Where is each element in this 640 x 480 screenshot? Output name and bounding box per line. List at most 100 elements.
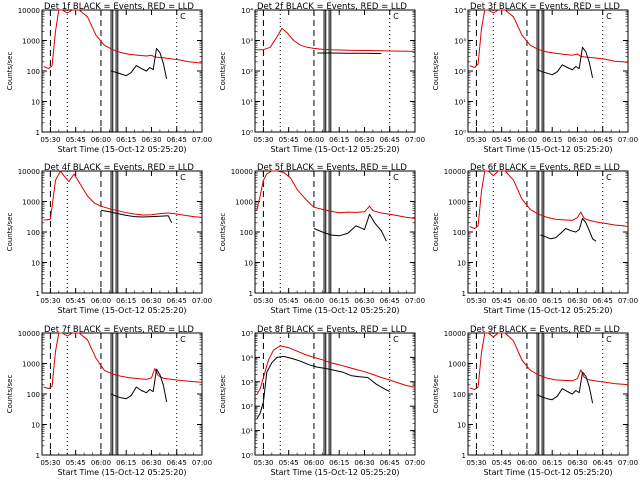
- plot-frame: [254, 9, 416, 133]
- chart-title: Det 9f BLACK = Events, RED = LLD: [470, 325, 620, 335]
- events-series-line: [100, 209, 173, 224]
- plot-frame: [41, 332, 203, 456]
- x-tick-label: 07:00: [618, 459, 638, 467]
- y-tick-label: 10000: [444, 168, 466, 176]
- y-tick-label: 1000: [448, 361, 466, 369]
- x-tick-label: 07:00: [618, 297, 638, 305]
- y-tick-label: 10: [31, 99, 40, 107]
- corner-annotation: C: [180, 12, 186, 21]
- x-axis-label: Start Time (15-Oct-12 05:25:20): [483, 468, 612, 477]
- x-tick-label: 05:30: [253, 459, 273, 467]
- events-series-line: [317, 52, 382, 54]
- x-tick-label: 05:45: [492, 459, 512, 467]
- chart-panel-1: Det 1f BLACK = Events, RED = LLD Counts/s…: [6, 2, 212, 154]
- x-tick-label: 06:00: [91, 459, 111, 467]
- plot-frame: [467, 9, 629, 133]
- x-tick-label: 06:30: [567, 297, 587, 305]
- corner-annotation: C: [180, 173, 186, 182]
- y-tick-label: 1000: [448, 199, 466, 207]
- x-axis-label: Start Time (15-Oct-12 05:25:20): [270, 468, 399, 477]
- events-series-line: [256, 355, 390, 420]
- x-tick-label: 05:30: [253, 136, 273, 144]
- y-tick-label: 1: [462, 290, 466, 298]
- chart-title: Det 5f BLACK = Events, RED = LLD: [257, 163, 407, 173]
- y-tick-label: 10²: [454, 68, 466, 76]
- x-tick-label: 06:45: [380, 136, 400, 144]
- y-axis-label: Counts/sec: [219, 52, 227, 91]
- chart-title: Det 7f BLACK = Events, RED = LLD: [44, 325, 194, 335]
- x-axis-label: Start Time (15-Oct-12 05:25:20): [270, 145, 399, 154]
- y-tick-label: 10²: [241, 68, 253, 76]
- plot-frame: [467, 170, 629, 294]
- y-tick-label: 10000: [231, 168, 253, 176]
- x-tick-label: 06:15: [542, 136, 562, 144]
- events-series-line: [536, 371, 594, 404]
- x-tick-label: 06:15: [116, 459, 136, 467]
- y-tick-label: 10000: [18, 7, 40, 15]
- y-tick-label: 10³: [454, 38, 466, 46]
- x-tick-label: 06:30: [141, 136, 161, 144]
- x-tick-label: 05:45: [279, 297, 299, 305]
- y-tick-label: 1: [36, 452, 40, 460]
- x-tick-label: 05:45: [492, 297, 512, 305]
- chart-title: Det 4f BLACK = Events, RED = LLD: [44, 163, 194, 173]
- corner-annotation: C: [393, 12, 399, 21]
- plot-frame: [467, 332, 629, 456]
- x-tick-label: 06:30: [141, 459, 161, 467]
- y-tick-label: 10¹: [454, 99, 466, 107]
- y-tick-label: 100: [453, 391, 466, 399]
- x-tick-label: 05:30: [466, 297, 486, 305]
- x-tick-label: 07:00: [618, 136, 638, 144]
- y-axis-label: Counts/sec: [432, 375, 440, 414]
- x-tick-label: 06:45: [380, 297, 400, 305]
- x-tick-label: 06:00: [517, 136, 537, 144]
- chart-panel-8: Det 8f BLACK = Events, RED = LLD Counts/s…: [219, 325, 425, 477]
- x-axis-label: Start Time (15-Oct-12 05:25:20): [483, 306, 612, 315]
- corner-annotation: C: [606, 173, 612, 182]
- plot-frame: [41, 170, 203, 294]
- x-tick-label: 06:00: [517, 297, 537, 305]
- events-series-line: [536, 46, 594, 78]
- lld-series-line: [256, 27, 416, 52]
- x-tick-label: 05:45: [492, 136, 512, 144]
- x-tick-label: 06:30: [354, 459, 374, 467]
- x-axis-label: Start Time (15-Oct-12 05:25:20): [57, 145, 186, 154]
- x-tick-label: 06:45: [593, 297, 613, 305]
- x-tick-label: 06:00: [304, 136, 324, 144]
- y-tick-label: 10⁰: [241, 452, 253, 460]
- x-tick-label: 05:45: [66, 136, 86, 144]
- x-tick-label: 06:45: [593, 136, 613, 144]
- x-tick-label: 07:00: [405, 136, 425, 144]
- x-axis-label: Start Time (15-Oct-12 05:25:20): [483, 145, 612, 154]
- plot-frame: [41, 9, 203, 133]
- chart-title: Det 1f BLACK = Events, RED = LLD: [44, 2, 194, 12]
- y-axis-label: Counts/sec: [219, 213, 227, 252]
- x-tick-label: 06:30: [567, 459, 587, 467]
- x-tick-label: 06:15: [116, 297, 136, 305]
- y-axis-label: Counts/sec: [6, 375, 14, 414]
- x-tick-label: 06:15: [116, 136, 136, 144]
- corner-annotation: C: [393, 173, 399, 182]
- y-tick-label: 1: [249, 290, 253, 298]
- x-tick-label: 06:30: [354, 136, 374, 144]
- x-axis-label: Start Time (15-Oct-12 05:25:20): [57, 306, 186, 315]
- y-tick-label: 10000: [18, 330, 40, 338]
- y-axis-label: Counts/sec: [432, 213, 440, 252]
- y-tick-label: 10⁴: [241, 7, 253, 15]
- chart-title: Det 2f BLACK = Events, RED = LLD: [257, 2, 407, 12]
- x-tick-label: 06:15: [329, 459, 349, 467]
- x-tick-label: 05:30: [466, 136, 486, 144]
- y-tick-label: 100: [27, 68, 40, 76]
- y-tick-label: 100: [453, 229, 466, 237]
- y-tick-label: 10000: [18, 168, 40, 176]
- corner-annotation: C: [606, 335, 612, 344]
- y-tick-label: 100: [27, 391, 40, 399]
- lld-series-line: [469, 9, 629, 68]
- events-series-line: [313, 213, 387, 242]
- x-tick-label: 05:30: [253, 297, 273, 305]
- x-tick-label: 06:00: [304, 459, 324, 467]
- x-tick-label: 05:30: [40, 459, 60, 467]
- x-tick-label: 06:00: [91, 136, 111, 144]
- y-tick-label: 1: [462, 452, 466, 460]
